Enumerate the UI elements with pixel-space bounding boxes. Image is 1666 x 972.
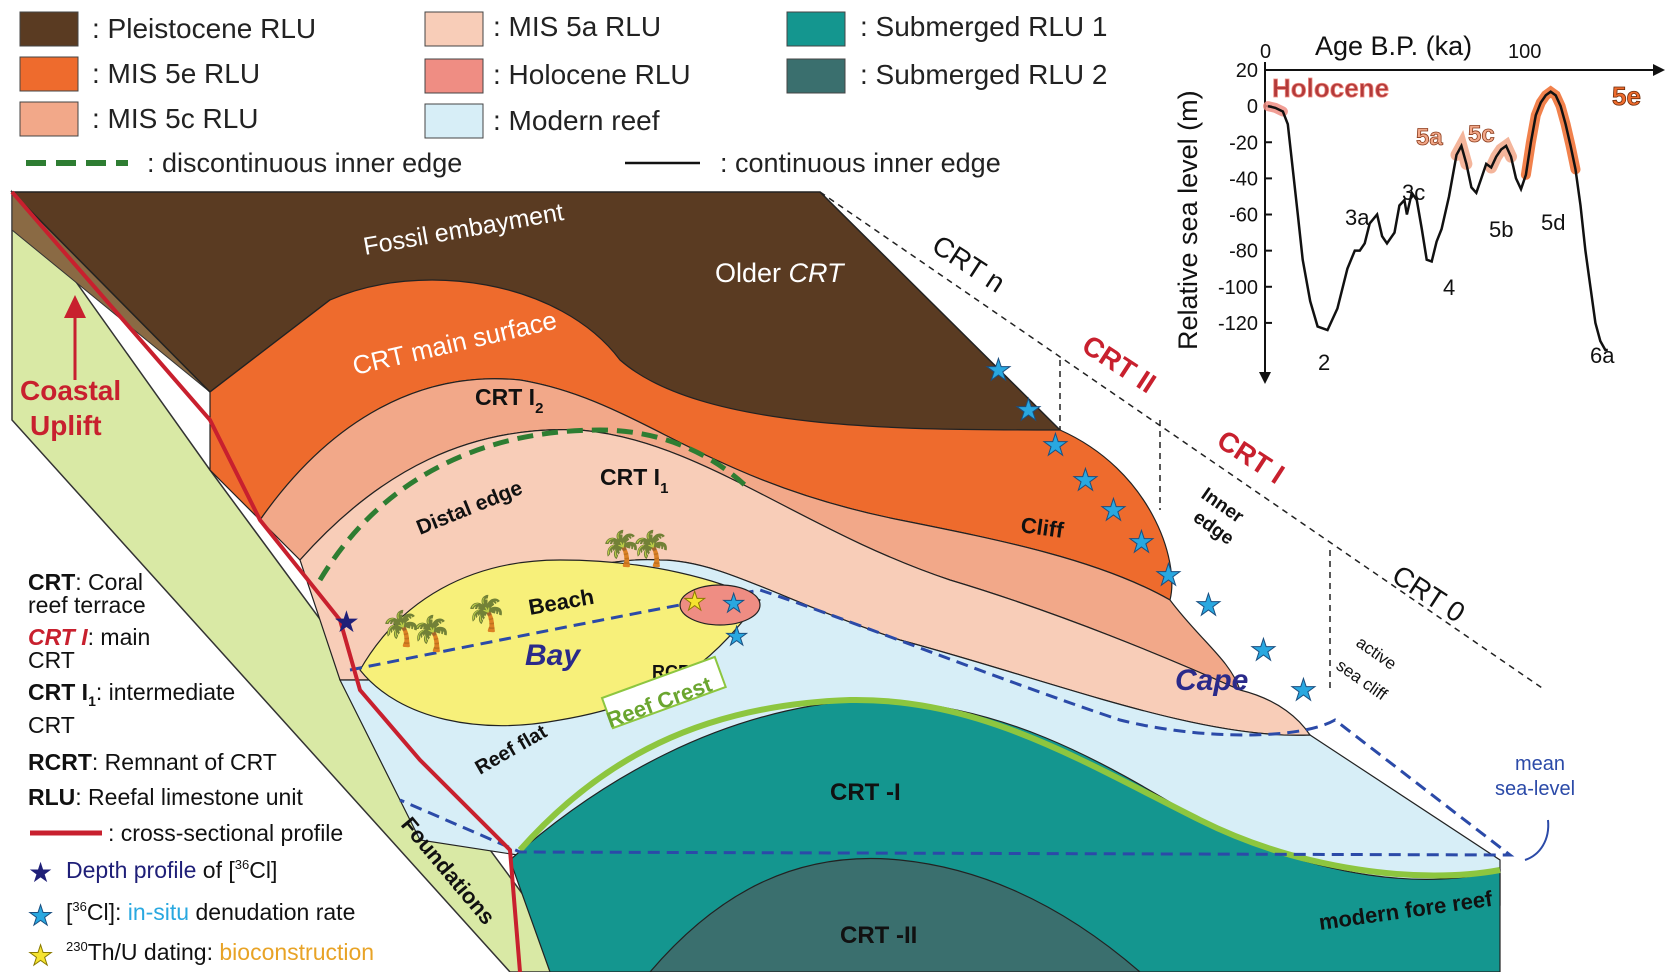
y-tick-label: 0 [1247, 96, 1258, 118]
legend-swatch-modern-reef [425, 104, 483, 138]
cl36-star: ★ [1015, 394, 1042, 427]
legend-label-pleistocene: : Pleistocene RLU [92, 13, 316, 44]
legend-swatch-mis5e [20, 57, 78, 91]
x-tick-label: 100 [1508, 41, 1541, 63]
chart-x-label: Age B.P. (ka) [1315, 31, 1472, 61]
x-tick-label: 0 [1260, 41, 1271, 63]
stage-label: 4 [1443, 275, 1455, 300]
label-crt-i: CRT I [1212, 424, 1290, 490]
y-tick-label: -40 [1229, 168, 1258, 190]
legend-label-mis5c: : MIS 5c RLU [92, 103, 258, 134]
stage-label: 6a [1590, 343, 1615, 368]
key-crti-def2: CRT [28, 647, 75, 673]
sea-level-arrow [1525, 820, 1548, 860]
cl36-star: ★ [985, 354, 1012, 387]
key-crti1-def2: CRT [28, 712, 75, 738]
y-tick-label: 20 [1236, 60, 1258, 82]
label-cape: Cape [1175, 664, 1248, 697]
stage-label: Holocene [1272, 73, 1389, 103]
key-rcrt: RCRT: Remnant of CRT [28, 749, 277, 775]
key-cl36: [36Cl]: in-situ denudation rate [66, 899, 355, 925]
palm-tree-icon: 🌴 [410, 614, 452, 653]
sea-level-chart: Age B.P. (ka) Relative sea level (m) 0 10… [1173, 31, 1665, 384]
key-th-star: ★ [28, 940, 53, 971]
cl36-star: ★ [725, 621, 748, 651]
legend-label-submerged2: : Submerged RLU 2 [860, 59, 1107, 90]
abbreviation-key: CRT: Coral reef terrace CRT I: main CRT … [15, 560, 395, 971]
key-crti1: CRT I1: intermediate [28, 679, 235, 709]
label-older-crt: Older CRT [715, 258, 846, 288]
label-sea-level: sea-level [1495, 778, 1575, 800]
key-cl-star: ★ [28, 900, 53, 931]
key-th-u: 230Th/U dating: bioconstruction [66, 939, 374, 965]
stage-label: 5d [1541, 210, 1565, 235]
y-tick-label: -100 [1218, 277, 1258, 299]
label-crt-ii: CRT II [1077, 329, 1162, 399]
legend-swatch-mis5c [20, 102, 78, 136]
legend-swatch-holocene [425, 59, 483, 93]
label-crt-0: CRT 0 [1387, 559, 1471, 629]
y-axis-arrow-icon [1259, 372, 1271, 384]
y-tick-label: -60 [1229, 205, 1258, 227]
y-tick-label: -80 [1229, 241, 1258, 263]
stage-label: 5e [1612, 81, 1641, 111]
key-profile: : cross-sectional profile [108, 820, 343, 846]
cl36-star: ★ [722, 588, 745, 618]
legend-label-mis5a: : MIS 5a RLU [493, 11, 661, 42]
label-bay: Bay [525, 639, 581, 672]
y-tick-label: -20 [1229, 132, 1258, 154]
key-depth-star: ★ [28, 857, 53, 888]
legend: : Pleistocene RLU : MIS 5e RLU : MIS 5c … [20, 11, 1107, 178]
palm-tree-icon: 🌴 [630, 529, 672, 568]
legend-swatch-submerged1 [787, 12, 845, 46]
cl36-star: ★ [1128, 526, 1155, 559]
legend-swatch-mis5a [425, 12, 483, 46]
cl36-star: ★ [1155, 559, 1182, 592]
legend-label-holocene: : Holocene RLU [493, 59, 691, 90]
stage-label: 5a [1416, 124, 1443, 151]
legend-label-discontinuous: : discontinuous inner edge [147, 148, 462, 178]
cl36-star: ★ [1250, 634, 1277, 667]
palm-tree-icon: 🌴 [465, 594, 507, 633]
label-crt-minus-i: CRT -I [830, 779, 901, 806]
stage-label: 5b [1489, 217, 1513, 242]
chart-y-ticks: 20 0 -20 -40 -60 -80 -100 -120 [1218, 60, 1272, 335]
stage-label: 2 [1318, 350, 1330, 375]
legend-label-continuous: : continuous inner edge [720, 148, 1001, 178]
th-u-star: ★ [683, 586, 706, 616]
key-crt-def2: reef terrace [28, 592, 146, 618]
cl36-star: ★ [1290, 674, 1317, 707]
cl36-star: ★ [1195, 589, 1222, 622]
x-axis-arrow-icon [1653, 64, 1665, 76]
cl36-star: ★ [1100, 494, 1127, 527]
legend-label-mis5e: : MIS 5e RLU [92, 58, 260, 89]
label-crt-minus-ii: CRT -II [840, 922, 917, 949]
cl36-star: ★ [1042, 429, 1069, 462]
key-rlu: RLU: Reefal limestone unit [28, 784, 303, 810]
stage-label: 5c [1468, 121, 1495, 148]
y-tick-label: -120 [1218, 313, 1258, 335]
legend-label-submerged1: : Submerged RLU 1 [860, 11, 1107, 42]
legend-swatch-submerged2 [787, 59, 845, 93]
label-mean: mean [1515, 753, 1565, 775]
legend-label-modern-reef: : Modern reef [493, 105, 660, 136]
stage-label: 3c [1402, 180, 1425, 205]
label-crt-n: CRT n [927, 229, 1011, 299]
stage-label: 3a [1345, 205, 1370, 230]
chart-y-label: Relative sea level (m) [1173, 90, 1203, 350]
label-uplift: Uplift [30, 410, 102, 441]
label-coastal: Coastal [20, 375, 121, 406]
cl36-star: ★ [1072, 464, 1099, 497]
legend-swatch-pleistocene [20, 12, 78, 46]
